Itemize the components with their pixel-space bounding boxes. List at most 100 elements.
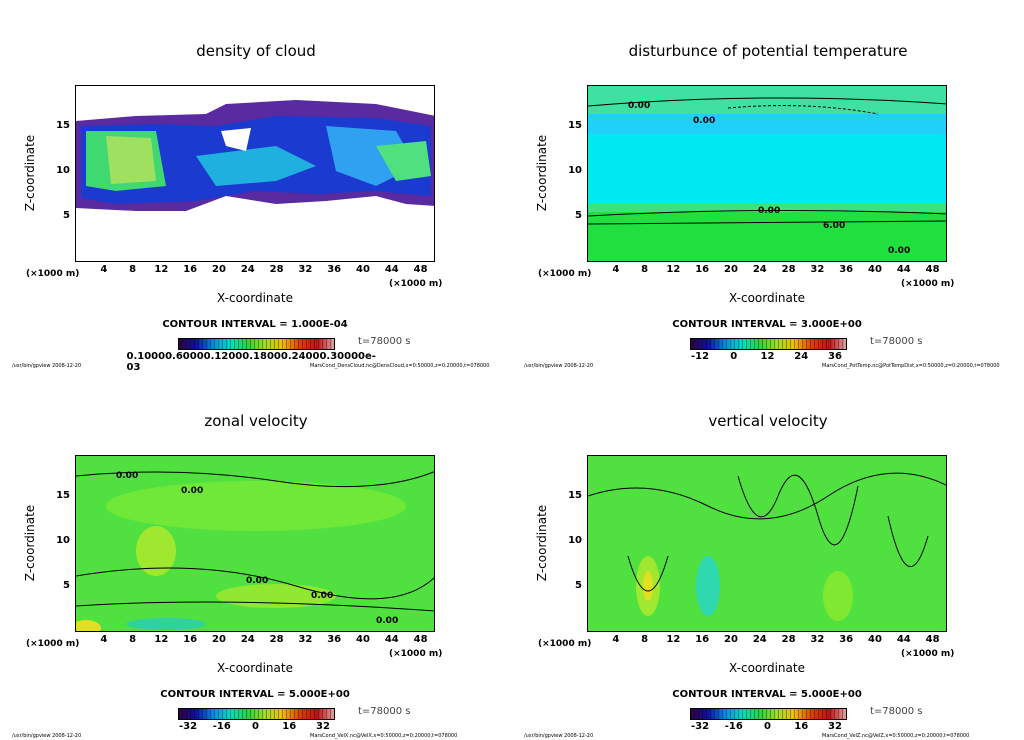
x-tick-label: 4 bbox=[612, 264, 620, 275]
footer-right: MarsCond_PotTemp.nc@PotTempDist,x=0:5000… bbox=[822, 363, 1000, 369]
colorbar-tick-label: -32 bbox=[178, 721, 198, 732]
contour-label: 0.00 bbox=[693, 116, 716, 126]
x-tick-label: 36 bbox=[327, 264, 342, 275]
footer-right: MarsCond_DensCloud.nc@DensCloud,x=0:5000… bbox=[310, 363, 490, 369]
colorbar-tick-label: 32 bbox=[828, 721, 842, 732]
colorbar-tick-label: -16 bbox=[212, 721, 231, 732]
x-tick-label: 16 bbox=[183, 634, 198, 645]
x-tick-label: 40 bbox=[868, 634, 882, 645]
colorbar bbox=[690, 708, 847, 720]
footer-left: /usr/bin/gpview 2008-12-20 bbox=[524, 363, 594, 369]
colorbar-tick-label: -12 bbox=[690, 351, 710, 362]
x-tick-label: 48 bbox=[925, 634, 940, 645]
x-tick-label: 4 bbox=[612, 634, 620, 645]
contour-label: 0.00 bbox=[246, 576, 269, 586]
x-axis-label: X-coordinate bbox=[729, 661, 805, 675]
contour-interval: CONTOUR INTERVAL = 3.000E+00 bbox=[672, 319, 862, 330]
x-tick-label: 40 bbox=[868, 264, 882, 275]
x-tick-label: 12 bbox=[666, 264, 681, 275]
y-tick-label: 15 bbox=[568, 489, 582, 501]
y-tick-label: 15 bbox=[568, 119, 582, 131]
x-tick-label: 24 bbox=[240, 634, 255, 645]
contour-label: 0.00 bbox=[181, 486, 204, 496]
x-tick-label: 32 bbox=[810, 264, 825, 275]
x-tick-label: 28 bbox=[269, 264, 284, 275]
y-tick-label: 15 bbox=[56, 119, 70, 131]
x-tick-label: 12 bbox=[154, 634, 169, 645]
footer-right: MarsCond_VelX.nc@VelX,x=0:50000,z=0:2000… bbox=[310, 733, 458, 739]
x-tick-label: 12 bbox=[666, 634, 681, 645]
plot-panel-4: vertical velocity 4 8 12 16 20 24 28 32 36 40 44 48… bbox=[512, 370, 1024, 740]
x-tick-label: 8 bbox=[129, 264, 137, 275]
x-unit-label: (×1000 m) bbox=[901, 279, 955, 289]
x-tick-label: 36 bbox=[839, 634, 854, 645]
footer-left: /usr/bin/gpview 2008-12-20 bbox=[12, 363, 82, 369]
x-unit-label: (×1000 m) bbox=[389, 279, 443, 289]
plot-area bbox=[587, 455, 947, 632]
x-tick-label: 12 bbox=[154, 264, 169, 275]
footer-left: /usr/bin/gpview 2008-12-20 bbox=[524, 733, 594, 739]
colorbar-tick-label: 12 bbox=[760, 351, 775, 362]
x-tick-label: 4 bbox=[100, 264, 108, 275]
y-tick-label: 5 bbox=[575, 209, 582, 221]
colorbar-tick-label: 0.10000.60000.12000.18000.24000.30000e-0… bbox=[126, 351, 376, 373]
x-tick-label: 36 bbox=[327, 634, 342, 645]
x-tick-label: 48 bbox=[413, 634, 428, 645]
time-label: t=78000 s bbox=[358, 336, 411, 347]
x-tick-label: 20 bbox=[724, 264, 738, 275]
y-tick-label: 10 bbox=[56, 534, 70, 546]
y-tick-label: 10 bbox=[568, 534, 582, 546]
y-axis-label: Z-coordinate bbox=[23, 504, 37, 582]
contour-fill bbox=[588, 456, 946, 631]
contour-interval: CONTOUR INTERVAL = 5.000E+00 bbox=[672, 689, 862, 700]
time-label: t=78000 s bbox=[358, 706, 411, 717]
x-tick-label: 32 bbox=[298, 264, 313, 275]
colorbar bbox=[178, 708, 335, 720]
plot-area: 0.00 0.00 0.00 6.00 0.00 bbox=[587, 85, 947, 262]
x-tick-label: 16 bbox=[183, 264, 198, 275]
contour-label: 0.00 bbox=[116, 471, 139, 481]
x-tick-label: 4 bbox=[100, 634, 108, 645]
colorbar-tick-label: 16 bbox=[794, 721, 809, 732]
x-axis-label: X-coordinate bbox=[729, 291, 805, 305]
y-unit-label: (×1000 m) bbox=[26, 639, 80, 649]
colorbar-tick-label: 24 bbox=[794, 351, 809, 362]
y-tick-label: 15 bbox=[56, 489, 70, 501]
y-axis-label: Z-coordinate bbox=[535, 504, 549, 582]
y-tick-label: 5 bbox=[63, 209, 70, 221]
x-tick-label: 24 bbox=[240, 264, 255, 275]
time-label: t=78000 s bbox=[870, 706, 923, 717]
x-tick-label: 40 bbox=[356, 264, 370, 275]
plot-title: zonal velocity bbox=[204, 412, 308, 430]
colorbar-tick-label: 0 bbox=[252, 721, 259, 732]
contour-label: 0.00 bbox=[628, 101, 651, 111]
x-tick-label: 44 bbox=[896, 264, 911, 275]
plot-panel-2: disturbunce of potential temperature 0.0… bbox=[512, 0, 1024, 370]
colorbar-tick-label: -16 bbox=[724, 721, 743, 732]
colorbar bbox=[178, 338, 335, 350]
colorbar-tick-label: 0 bbox=[764, 721, 771, 732]
x-tick-label: 48 bbox=[413, 264, 428, 275]
contour-interval: CONTOUR INTERVAL = 1.000E-04 bbox=[162, 319, 348, 330]
x-tick-label: 44 bbox=[384, 264, 399, 275]
colorbar-tick-label: -32 bbox=[690, 721, 710, 732]
x-tick-label: 8 bbox=[129, 634, 137, 645]
contour-fill bbox=[76, 456, 434, 631]
x-unit-label: (×1000 m) bbox=[389, 649, 443, 659]
x-tick-label: 32 bbox=[298, 634, 313, 645]
x-tick-label: 8 bbox=[641, 264, 649, 275]
x-tick-label: 40 bbox=[356, 634, 370, 645]
contour-label: 0.00 bbox=[376, 616, 399, 626]
x-tick-label: 48 bbox=[925, 264, 940, 275]
colorbar bbox=[690, 338, 847, 350]
plot-panel-1: density of cloud 4 8 12 16 20 24 28 32 36 40 44 48 5… bbox=[0, 0, 512, 373]
colorbar-tick-label: 32 bbox=[316, 721, 330, 732]
x-tick-label: 28 bbox=[781, 634, 796, 645]
contour-fill bbox=[588, 86, 946, 261]
x-tick-label: 32 bbox=[810, 634, 825, 645]
plot-panel-3: zonal velocity 0.00 0.00 0.00 0.00 0.00 4 8 12 1… bbox=[0, 370, 512, 740]
time-label: t=78000 s bbox=[870, 336, 923, 347]
x-tick-label: 16 bbox=[695, 264, 710, 275]
y-unit-label: (×1000 m) bbox=[538, 639, 592, 649]
footer-right: MarsCond_VelZ.nc@VelZ,x=0:50000,z=0:2000… bbox=[822, 733, 970, 739]
